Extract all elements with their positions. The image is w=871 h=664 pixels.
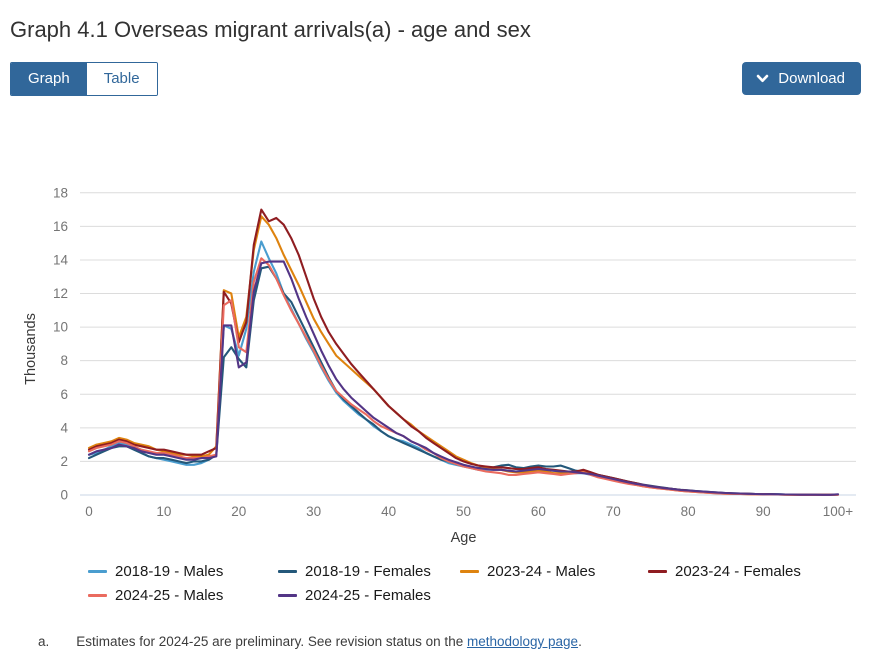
y-tick-label: 8: [60, 353, 68, 368]
x-tick-label: 90: [756, 504, 771, 519]
x-tick-label: 70: [606, 504, 621, 519]
y-tick-label: 4: [60, 420, 68, 435]
download-button[interactable]: Download: [742, 61, 861, 95]
legend-label: 2023-24 - Females: [675, 562, 801, 580]
legend-swatch: [460, 569, 479, 573]
legend-swatch: [648, 569, 667, 573]
legend-swatch: [88, 569, 107, 573]
legend-label: 2023-24 - Males: [487, 562, 596, 580]
legend-item[interactable]: 2023-24 - Females: [648, 563, 861, 580]
legend-label: 2024-25 - Females: [305, 586, 431, 604]
x-tick-label: 0: [85, 504, 93, 519]
legend-label: 2018-19 - Females: [305, 562, 431, 580]
x-tick-label: 30: [306, 504, 321, 519]
footnote: a. Estimates for 2024-25 are preliminary…: [38, 634, 861, 649]
legend-item[interactable]: 2018-19 - Males: [88, 563, 278, 580]
legend-swatch: [88, 593, 107, 597]
toolbar: Graph Table Download: [10, 61, 861, 96]
legend-swatch: [278, 569, 297, 573]
view-toggle: Graph Table: [10, 61, 158, 96]
legend-label: 2024-25 - Males: [115, 586, 224, 604]
legend-item[interactable]: 2018-19 - Females: [278, 563, 460, 580]
x-tick-label: 10: [156, 504, 171, 519]
methodology-link[interactable]: methodology page: [466, 633, 579, 649]
legend-item[interactable]: 2023-24 - Males: [460, 563, 648, 580]
legend-swatch: [278, 593, 297, 597]
y-tick-label: 2: [60, 453, 68, 468]
abs-graph-widget: Graph 4.1 Overseas migrant arrivals(a) -…: [10, 17, 861, 649]
series-line: [87, 214, 840, 496]
tab-graph[interactable]: Graph: [11, 62, 87, 95]
x-tick-label: 60: [531, 504, 546, 519]
y-axis-title: Thousands: [23, 313, 39, 385]
series-line: [87, 208, 840, 496]
x-tick-label: 80: [681, 504, 696, 519]
chart-canvas: 0 2 4 6 8 10 12 14 16 18 Thousands 0 10 20 30 40 50 60 70 8…: [23, 185, 856, 546]
y-tick-label: 14: [53, 252, 69, 267]
y-tick-label: 16: [53, 218, 68, 233]
line-chart: 0 2 4 6 8 10 12 14 16 18 Thousands 0 10 20 30 40 50 60 70 8…: [10, 144, 861, 549]
y-tick-label: 0: [60, 487, 68, 502]
tab-table[interactable]: Table: [86, 62, 157, 95]
y-tick-label: 18: [53, 185, 68, 200]
page-title: Graph 4.1 Overseas migrant arrivals(a) -…: [10, 17, 531, 42]
footnote-text: Estimates for 2024-25 are preliminary. S…: [76, 633, 582, 649]
x-axis-title: Age: [451, 530, 477, 546]
legend-item[interactable]: 2024-25 - Males: [88, 587, 278, 604]
x-tick-label: 50: [456, 504, 471, 519]
chevron-down-icon: [756, 72, 769, 85]
y-tick-label: 10: [53, 319, 68, 334]
legend-item[interactable]: 2024-25 - Females: [278, 587, 460, 604]
chart-legend: 2018-19 - Males 2018-19 - Females 2023-24 …: [88, 563, 861, 604]
x-tick-label: 40: [381, 504, 396, 519]
series-line: [87, 260, 840, 496]
legend-label: 2018-19 - Males: [115, 562, 224, 580]
y-tick-label: 12: [53, 286, 68, 301]
x-tick-label: 20: [231, 504, 246, 519]
y-tick-label: 6: [60, 386, 68, 401]
x-tick-label: 100+: [823, 504, 854, 519]
footnote-marker: a.: [38, 633, 50, 649]
download-label: Download: [778, 69, 845, 87]
